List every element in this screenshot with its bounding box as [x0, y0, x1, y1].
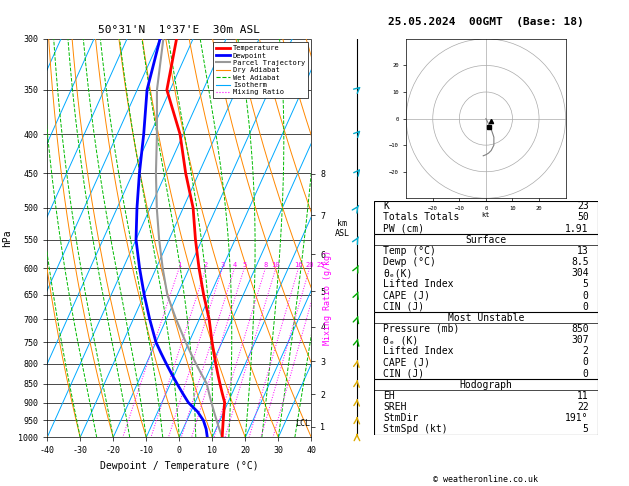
Text: CAPE (J): CAPE (J): [383, 291, 430, 300]
Y-axis label: hPa: hPa: [3, 229, 13, 247]
Text: 5: 5: [582, 424, 589, 434]
Text: PW (cm): PW (cm): [383, 224, 425, 234]
Text: 1: 1: [177, 262, 181, 268]
Text: 8.5: 8.5: [571, 257, 589, 267]
Text: Pressure (mb): Pressure (mb): [383, 324, 460, 334]
Text: 304: 304: [571, 268, 589, 278]
Text: 8: 8: [263, 262, 267, 268]
Y-axis label: km
ASL: km ASL: [335, 219, 350, 238]
Text: 22: 22: [577, 402, 589, 412]
Text: 16: 16: [294, 262, 303, 268]
Text: Temp (°C): Temp (°C): [383, 246, 436, 256]
Text: Surface: Surface: [465, 235, 506, 245]
Text: θₑ (K): θₑ (K): [383, 335, 418, 345]
Text: 1.91: 1.91: [565, 224, 589, 234]
Text: 11: 11: [577, 391, 589, 401]
Text: 850: 850: [571, 324, 589, 334]
Text: Dewp (°C): Dewp (°C): [383, 257, 436, 267]
Text: LCL: LCL: [295, 419, 309, 428]
Text: 3: 3: [220, 262, 225, 268]
Text: 10: 10: [272, 262, 280, 268]
Text: 0: 0: [582, 302, 589, 312]
Text: 0: 0: [582, 291, 589, 300]
Text: Lifted Index: Lifted Index: [383, 279, 454, 289]
Text: 5: 5: [582, 279, 589, 289]
Text: 307: 307: [571, 335, 589, 345]
Text: K: K: [383, 201, 389, 211]
Text: 2: 2: [204, 262, 208, 268]
Text: 0: 0: [582, 358, 589, 367]
Text: 25.05.2024  00GMT  (Base: 18): 25.05.2024 00GMT (Base: 18): [388, 17, 584, 27]
Text: 20: 20: [305, 262, 314, 268]
Text: 0: 0: [582, 368, 589, 379]
Text: StmSpd (kt): StmSpd (kt): [383, 424, 448, 434]
Text: θₑ(K): θₑ(K): [383, 268, 413, 278]
Text: 191°: 191°: [565, 413, 589, 423]
Text: Hodograph: Hodograph: [459, 380, 513, 390]
Text: Mixing Ratio (g/kg): Mixing Ratio (g/kg): [323, 250, 331, 346]
Text: 50: 50: [577, 212, 589, 223]
Text: 23: 23: [577, 201, 589, 211]
Text: Totals Totals: Totals Totals: [383, 212, 460, 223]
Text: CAPE (J): CAPE (J): [383, 358, 430, 367]
X-axis label: kt: kt: [482, 212, 490, 218]
Text: 13: 13: [577, 246, 589, 256]
Text: CIN (J): CIN (J): [383, 302, 425, 312]
Text: 5: 5: [242, 262, 247, 268]
Text: 25: 25: [316, 262, 325, 268]
X-axis label: Dewpoint / Temperature (°C): Dewpoint / Temperature (°C): [100, 461, 259, 471]
Text: StmDir: StmDir: [383, 413, 418, 423]
Text: Lifted Index: Lifted Index: [383, 347, 454, 356]
Text: © weatheronline.co.uk: © weatheronline.co.uk: [433, 474, 538, 484]
Text: EH: EH: [383, 391, 395, 401]
Text: CIN (J): CIN (J): [383, 368, 425, 379]
Text: SREH: SREH: [383, 402, 407, 412]
Legend: Temperature, Dewpoint, Parcel Trajectory, Dry Adiabat, Wet Adiabat, Isotherm, Mi: Temperature, Dewpoint, Parcel Trajectory…: [213, 42, 308, 98]
Text: 2: 2: [582, 347, 589, 356]
Title: 50°31'N  1°37'E  30m ASL: 50°31'N 1°37'E 30m ASL: [98, 25, 260, 35]
Text: Most Unstable: Most Unstable: [448, 313, 524, 323]
Text: 4: 4: [232, 262, 237, 268]
